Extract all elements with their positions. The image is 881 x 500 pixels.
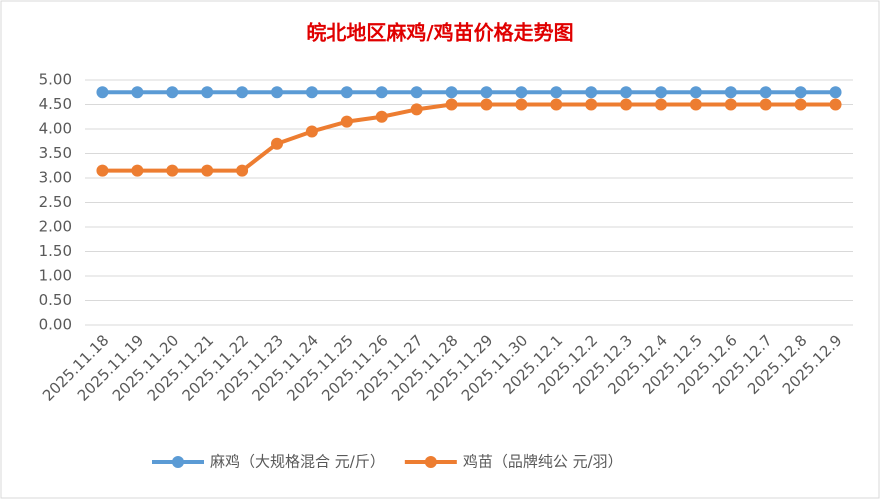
data-point (620, 86, 633, 99)
chart-title: 皖北地区麻鸡/鸡苗价格走势图 (306, 21, 573, 45)
data-point (410, 103, 423, 116)
data-point (271, 137, 283, 150)
data-point (515, 86, 528, 99)
data-point (759, 98, 772, 111)
data-point (794, 86, 807, 99)
y-tick-label: 3.50 (39, 144, 72, 162)
legend-label: 麻鸡（大规格混合 元/斤） (210, 453, 385, 471)
data-point (340, 86, 353, 99)
data-point (375, 110, 388, 123)
data-point (759, 86, 772, 99)
data-point (96, 86, 109, 99)
data-point (131, 86, 144, 99)
data-point (585, 86, 598, 99)
data-point (131, 164, 144, 177)
y-tick-label: 4.00 (39, 120, 72, 138)
y-tick-label: 4.50 (39, 95, 72, 113)
data-point (375, 86, 388, 99)
data-point (201, 164, 214, 177)
data-point (550, 98, 563, 111)
data-point (655, 86, 667, 99)
data-point (724, 86, 737, 99)
data-point (305, 125, 318, 138)
data-point (445, 86, 458, 99)
data-point (724, 98, 737, 111)
data-point (480, 98, 493, 111)
y-tick-label: 1.50 (39, 242, 72, 260)
legend-marker (172, 456, 184, 468)
y-tick-label: 1.00 (39, 267, 72, 285)
data-point (689, 86, 702, 99)
data-point (585, 98, 598, 111)
data-point (236, 86, 249, 99)
data-point (829, 86, 842, 99)
y-tick-label: 0.00 (39, 316, 72, 334)
data-point (271, 86, 283, 99)
data-point (445, 98, 458, 111)
data-point (515, 98, 528, 111)
y-tick-label: 2.00 (39, 218, 72, 236)
y-tick-label: 0.50 (39, 291, 72, 309)
y-tick-label: 3.00 (39, 169, 72, 187)
data-point (689, 98, 702, 111)
legend-marker (424, 456, 437, 468)
data-point (480, 86, 493, 99)
data-point (236, 164, 249, 177)
y-tick-label: 2.50 (39, 193, 72, 211)
data-point (620, 98, 633, 111)
data-point (550, 86, 563, 99)
y-tick-label: 5.00 (39, 71, 72, 89)
data-point (305, 86, 318, 99)
data-point (166, 86, 179, 99)
data-point (166, 164, 179, 177)
data-point (96, 164, 109, 177)
data-point (829, 98, 842, 111)
legend-label: 鸡苗（品牌纯公 元/羽） (463, 453, 623, 471)
data-point (655, 98, 667, 111)
data-point (410, 86, 423, 99)
data-point (794, 98, 807, 111)
series-line (102, 102, 836, 173)
data-point (340, 115, 353, 128)
data-point (201, 86, 214, 99)
